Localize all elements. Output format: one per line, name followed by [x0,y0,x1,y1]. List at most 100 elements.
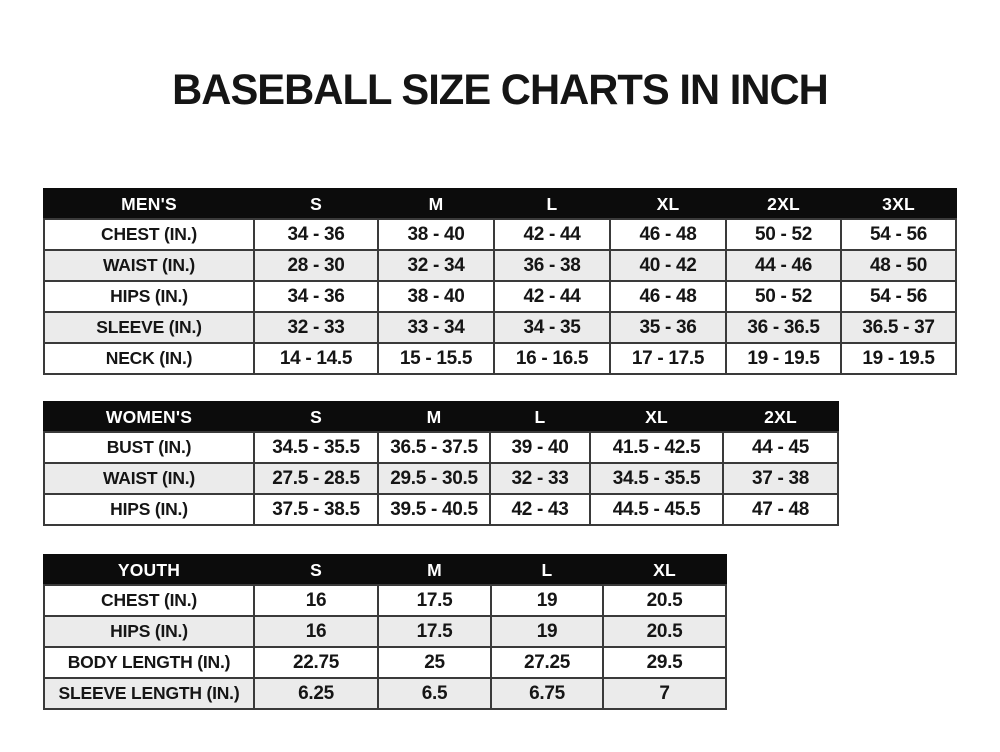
column-header: L [493,188,611,220]
size-value: 42 - 43 [489,493,591,526]
size-value: 33 - 34 [377,311,495,344]
row-label: CHEST (IN.) [43,584,255,617]
size-value: 34.5 - 35.5 [253,431,379,464]
size-value: 27.25 [490,646,604,679]
table-title-cell: YOUTH [43,554,255,586]
size-value: 40 - 42 [609,249,727,282]
size-value: 35 - 36 [609,311,727,344]
table-row: CHEST (IN.) 16 17.5 19 20.5 [43,584,727,617]
row-label: SLEEVE (IN.) [43,311,255,344]
table-row: WAIST (IN.) 28 - 30 32 - 34 36 - 38 40 - 42 4… [43,249,957,282]
size-value: 42 - 44 [493,218,611,251]
size-value: 32 - 34 [377,249,495,282]
table-row: BODY LENGTH (IN.) 22.75 25 27.25 29.5 [43,646,727,679]
size-value: 44.5 - 45.5 [589,493,724,526]
size-value: 34.5 - 35.5 [589,462,724,495]
size-value: 19 - 19.5 [840,342,957,375]
size-value: 34 - 36 [253,218,379,251]
table-row: HIPS (IN.) 16 17.5 19 20.5 [43,615,727,648]
column-header: M [377,401,491,433]
size-value: 19 [490,584,604,617]
size-value: 25 [377,646,492,679]
size-value: 7 [602,677,727,710]
size-value: 44 - 46 [725,249,842,282]
size-value: 54 - 56 [840,280,957,313]
row-label: BODY LENGTH (IN.) [43,646,255,679]
size-value: 16 - 16.5 [493,342,611,375]
row-label: BUST (IN.) [43,431,255,464]
size-value: 6.25 [253,677,379,710]
size-value: 41.5 - 42.5 [589,431,724,464]
size-value: 50 - 52 [725,218,842,251]
size-value: 19 - 19.5 [725,342,842,375]
column-header: M [377,554,492,586]
row-label: WAIST (IN.) [43,462,255,495]
size-value: 38 - 40 [377,280,495,313]
size-value: 38 - 40 [377,218,495,251]
womens-size-table: WOMEN'S S M L XL 2XL BUST (IN.) 34.5 - 35.5 36.5… [43,401,839,526]
table-row: BUST (IN.) 34.5 - 35.5 36.5 - 37.5 39 - 40 4… [43,431,839,464]
table-title-cell: WOMEN'S [43,401,255,433]
size-value: 29.5 [602,646,727,679]
header-row: MEN'S S M L XL 2XL 3XL [43,188,957,220]
size-value: 36 - 38 [493,249,611,282]
column-header: XL [602,554,727,586]
row-label: HIPS (IN.) [43,493,255,526]
size-value: 6.5 [377,677,492,710]
size-value: 6.75 [490,677,604,710]
table-row: WAIST (IN.) 27.5 - 28.5 29.5 - 30.5 32 - 33… [43,462,839,495]
size-value: 39 - 40 [489,431,591,464]
size-value: 44 - 45 [722,431,839,464]
table-row: NECK (IN.) 14 - 14.5 15 - 15.5 16 - 16.5 17 … [43,342,957,375]
column-header: S [253,554,379,586]
size-value: 54 - 56 [840,218,957,251]
column-header: L [490,554,604,586]
page-title: BASEBALL SIZE CHARTS IN INCH [172,66,829,114]
row-label: WAIST (IN.) [43,249,255,282]
header-row: WOMEN'S S M L XL 2XL [43,401,839,433]
youth-size-table: YOUTH S M L XL CHEST (IN.) 16 17.5 19 20.5 HIPS (I… [43,554,727,710]
size-value: 15 - 15.5 [377,342,495,375]
size-value: 36 - 36.5 [725,311,842,344]
size-value: 36.5 - 37.5 [377,431,491,464]
size-value: 14 - 14.5 [253,342,379,375]
table-row: CHEST (IN.) 34 - 36 38 - 40 42 - 44 46 - 48 5… [43,218,957,251]
size-value: 20.5 [602,615,727,648]
size-value: 16 [253,584,379,617]
size-value: 27.5 - 28.5 [253,462,379,495]
size-value: 19 [490,615,604,648]
size-value: 28 - 30 [253,249,379,282]
size-value: 17 - 17.5 [609,342,727,375]
size-value: 36.5 - 37 [840,311,957,344]
table-row: HIPS (IN.) 37.5 - 38.5 39.5 - 40.5 42 - 43 4… [43,493,839,526]
column-header: 3XL [840,188,957,220]
size-value: 37 - 38 [722,462,839,495]
size-value: 17.5 [377,615,492,648]
size-value: 34 - 36 [253,280,379,313]
column-header: S [253,188,379,220]
size-value: 32 - 33 [253,311,379,344]
table-title-cell: MEN'S [43,188,255,220]
size-value: 37.5 - 38.5 [253,493,379,526]
size-value: 39.5 - 40.5 [377,493,491,526]
size-value: 46 - 48 [609,280,727,313]
column-header: 2XL [725,188,842,220]
size-value: 32 - 33 [489,462,591,495]
mens-size-table: MEN'S S M L XL 2XL 3XL CHEST (IN.) 34 - 36 38 - 4… [43,188,957,375]
row-label: NECK (IN.) [43,342,255,375]
size-value: 20.5 [602,584,727,617]
column-header: S [253,401,379,433]
row-label: CHEST (IN.) [43,218,255,251]
column-header: M [377,188,495,220]
size-value: 50 - 52 [725,280,842,313]
column-header: 2XL [722,401,839,433]
size-value: 46 - 48 [609,218,727,251]
size-value: 22.75 [253,646,379,679]
size-value: 47 - 48 [722,493,839,526]
row-label: SLEEVE LENGTH (IN.) [43,677,255,710]
size-value: 16 [253,615,379,648]
header-row: YOUTH S M L XL [43,554,727,586]
column-header: XL [589,401,724,433]
table-row: SLEEVE (IN.) 32 - 33 33 - 34 34 - 35 35 - 36… [43,311,957,344]
size-value: 34 - 35 [493,311,611,344]
